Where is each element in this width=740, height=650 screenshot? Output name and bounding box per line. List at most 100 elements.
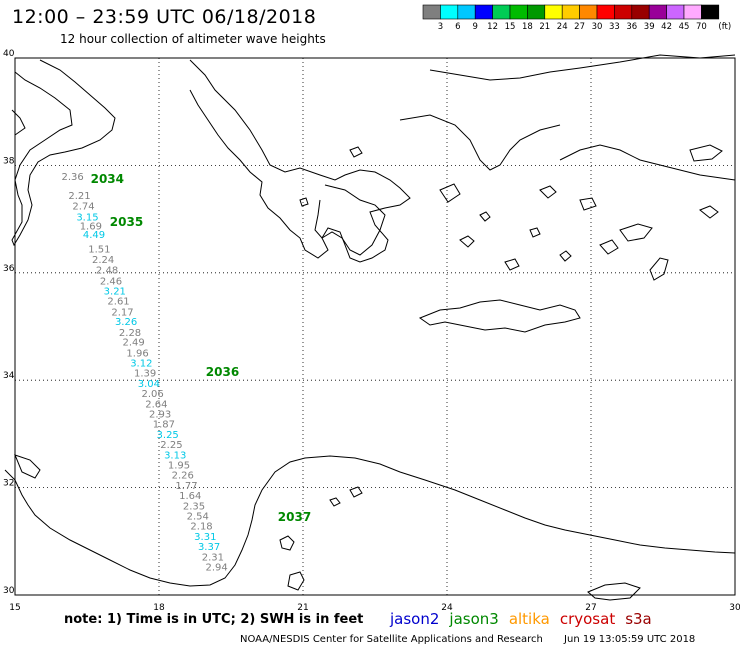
scale-unit: (ft)	[718, 22, 731, 32]
aegean-north-coast	[399, 114, 561, 171]
pass-time-label: 2036	[206, 365, 239, 379]
island	[479, 211, 491, 222]
cyprus-coastline	[587, 582, 641, 601]
scale-label: 24	[557, 22, 568, 32]
scale-swatch	[561, 4, 580, 20]
pass-time-label: 2037	[278, 510, 311, 524]
island	[299, 197, 309, 207]
scale-swatch	[527, 4, 546, 20]
lon-tick-label: 18	[153, 603, 165, 613]
island	[459, 235, 475, 248]
time-labels: 2034 2035 2036 2037	[91, 172, 312, 524]
swh-value: 2.94	[205, 563, 227, 574]
lat-tick-label: 32	[3, 479, 14, 489]
swh-value: 2.36	[61, 172, 83, 183]
swh-value: 3.15	[76, 212, 98, 223]
lat-tick-label: 30	[3, 586, 15, 596]
scale-label: 30	[592, 22, 603, 32]
swh-value: 2.54	[187, 512, 209, 523]
swh-value: 3.21	[104, 287, 126, 298]
scale-label: 42	[661, 22, 672, 32]
lon-tick-label: 27	[585, 603, 596, 613]
peloponnese-coastline	[314, 184, 386, 256]
island	[349, 486, 363, 498]
footnote: note: 1) Time is in UTC; 2) SWH is in fe…	[64, 612, 364, 627]
map-frame	[14, 57, 736, 596]
swh-value: 2.46	[100, 276, 122, 287]
swh-value: 2.93	[149, 409, 171, 420]
swh-value: 3.31	[194, 532, 216, 543]
scale-label: 39	[644, 22, 655, 32]
scale-swatch	[596, 4, 615, 20]
satellite-legend: jason2 jason3 altika cryosat s3a	[390, 610, 662, 628]
swh-value: 2.49	[122, 338, 144, 349]
scale-swatch	[631, 4, 650, 20]
island	[329, 497, 341, 507]
swh-value: 2.25	[160, 440, 182, 451]
island	[504, 258, 520, 271]
swh-value: 2.21	[68, 191, 90, 202]
scale-label: 36	[626, 22, 637, 32]
pass-time-label: 2035	[110, 215, 143, 229]
satellite-cryosat: cryosat	[559, 610, 616, 628]
island	[559, 250, 572, 262]
swh-value: 2.18	[190, 522, 212, 533]
scale-label: 18	[522, 22, 533, 32]
malta-coastline	[14, 454, 41, 479]
satellite-altika: altika	[508, 610, 550, 628]
swh-value: 4.49	[83, 230, 105, 241]
swh-value: 2.24	[92, 255, 114, 266]
island	[649, 257, 669, 281]
scale-label: 9	[472, 22, 477, 32]
lat-tick-label: 34	[3, 371, 15, 381]
scale-label: 12	[487, 22, 498, 32]
crete-coastline	[418, 299, 581, 333]
scale-swatch	[648, 4, 667, 20]
swh-value: 1.69	[80, 222, 102, 233]
swh-value: 1.77	[175, 481, 197, 492]
lat-tick-label: 38	[3, 156, 15, 166]
scale-swatch	[457, 4, 476, 20]
island	[529, 227, 541, 238]
scale-label: 27	[574, 22, 585, 32]
island	[599, 239, 619, 255]
sicily-coastline	[11, 109, 26, 136]
scale-swatch	[544, 4, 563, 20]
scale-swatch	[474, 4, 493, 20]
swh-value: 3.25	[157, 430, 179, 441]
scale-swatch	[440, 4, 459, 20]
scale-swatch	[701, 4, 720, 20]
swh-value: 1.87	[153, 420, 175, 431]
island	[287, 571, 305, 591]
scale-swatch	[579, 4, 598, 20]
island	[439, 183, 461, 203]
swh-value: 1.96	[126, 348, 148, 359]
pass-time-label: 2034	[91, 172, 124, 186]
libya-coastline	[4, 455, 736, 587]
island	[689, 144, 723, 162]
turkey-coastline	[429, 54, 736, 181]
scale-label: 21	[539, 22, 550, 32]
satellite-jason2: jason2	[390, 610, 440, 628]
swh-value: 3.13	[164, 450, 186, 461]
greece-coastline	[189, 59, 411, 263]
swh-value: 2.35	[183, 501, 205, 512]
scale-swatch	[492, 4, 511, 20]
swh-value: 1.64	[179, 491, 201, 502]
scale-swatch	[422, 4, 441, 20]
swh-value: 1.95	[168, 461, 190, 472]
lat-lon-grid: 15 18 21 24 27 30 30 32 34 36 38 40	[3, 49, 740, 613]
scale-swatch	[509, 4, 528, 20]
swh-value: 2.61	[107, 297, 129, 308]
scale-swatch	[614, 4, 633, 20]
scale-swatch	[666, 4, 685, 20]
scale-label: 33	[609, 22, 620, 32]
island	[699, 205, 719, 219]
swh-value: 2.26	[172, 471, 194, 482]
swh-value: 1.51	[88, 245, 110, 256]
scale-label: 6	[455, 22, 460, 32]
italy-coastline	[11, 59, 116, 247]
coastlines	[4, 54, 736, 601]
lat-tick-label: 36	[3, 264, 15, 274]
